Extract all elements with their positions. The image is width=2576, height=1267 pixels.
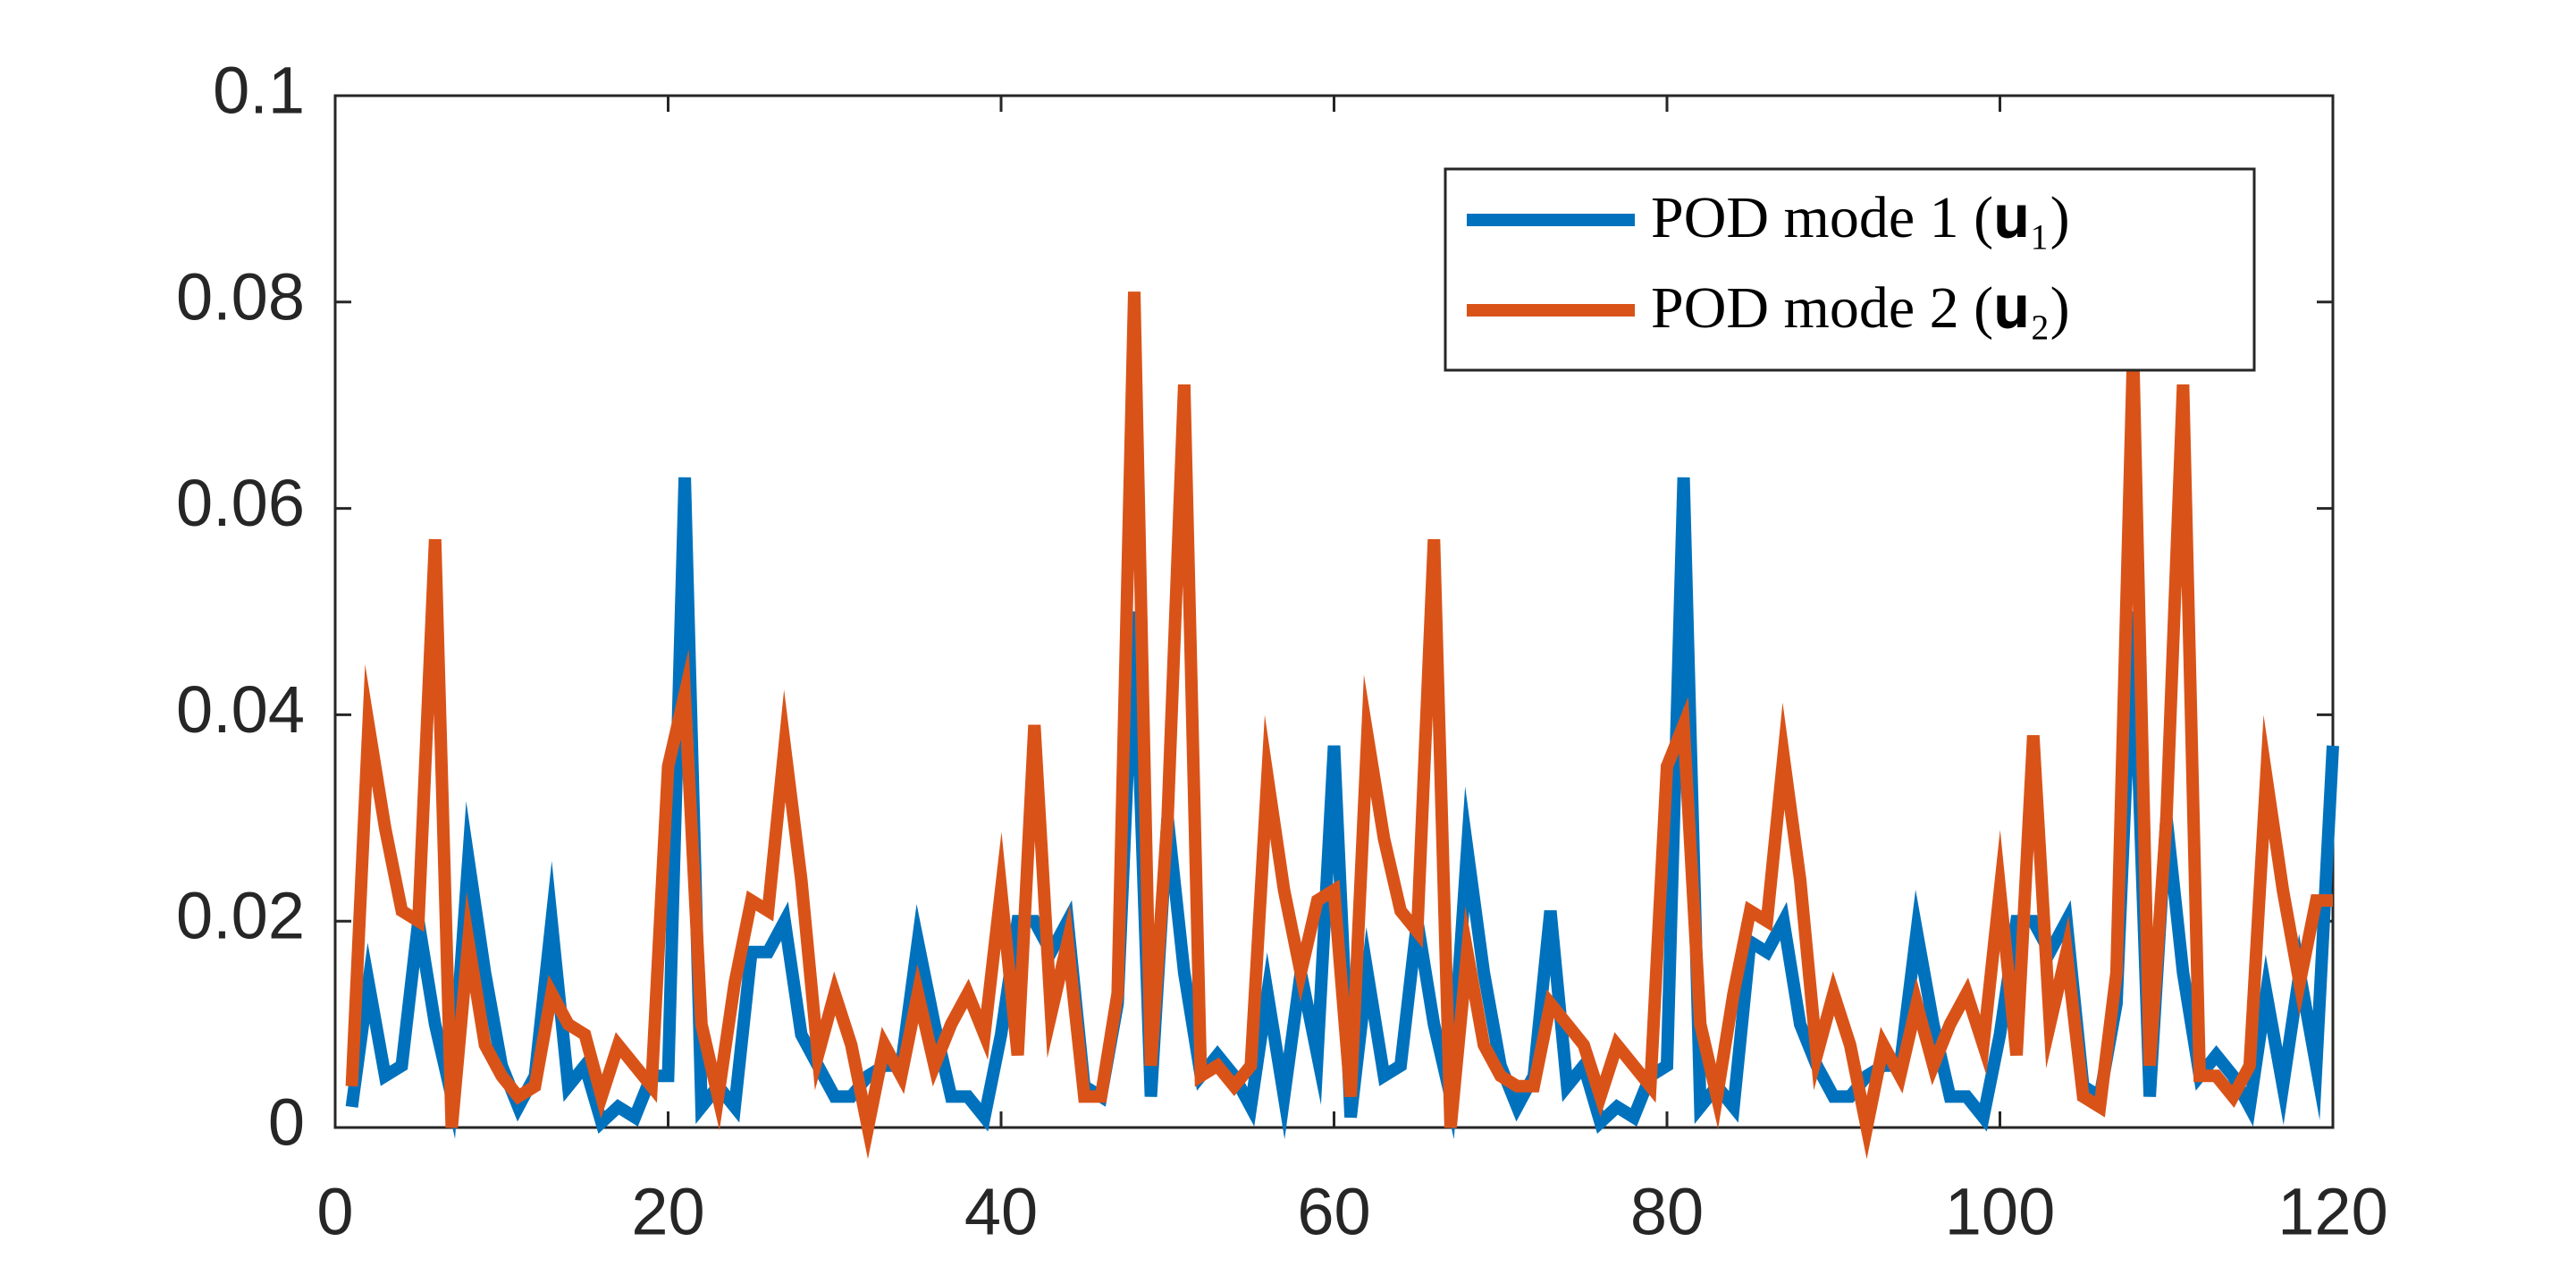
x-tick-label: 40 xyxy=(964,1175,1038,1249)
x-tick-label: 120 xyxy=(2277,1175,2387,1249)
legend-label: POD mode 1 (𝐮₁) xyxy=(1651,185,2070,250)
y-tick-label: 0 xyxy=(268,1085,305,1160)
data-line xyxy=(345,291,2333,1160)
x-tick-label: 20 xyxy=(631,1175,704,1249)
x-tick-label: 0 xyxy=(316,1175,353,1249)
x-tick-label: 80 xyxy=(1630,1175,1704,1249)
legend-box xyxy=(1444,167,2256,372)
y-tick-label: 0.04 xyxy=(176,672,305,747)
x-tick-label: 60 xyxy=(1297,1175,1370,1249)
y-tick-label: 0.08 xyxy=(176,259,305,334)
y-tick-label: 0.1 xyxy=(213,54,305,128)
legend-label: POD mode 2 (𝐮₂) xyxy=(1651,275,2070,341)
y-tick-label: 0.06 xyxy=(176,466,305,540)
y-tick-label: 0.02 xyxy=(176,879,305,953)
x-tick-label: 100 xyxy=(1945,1175,2055,1249)
